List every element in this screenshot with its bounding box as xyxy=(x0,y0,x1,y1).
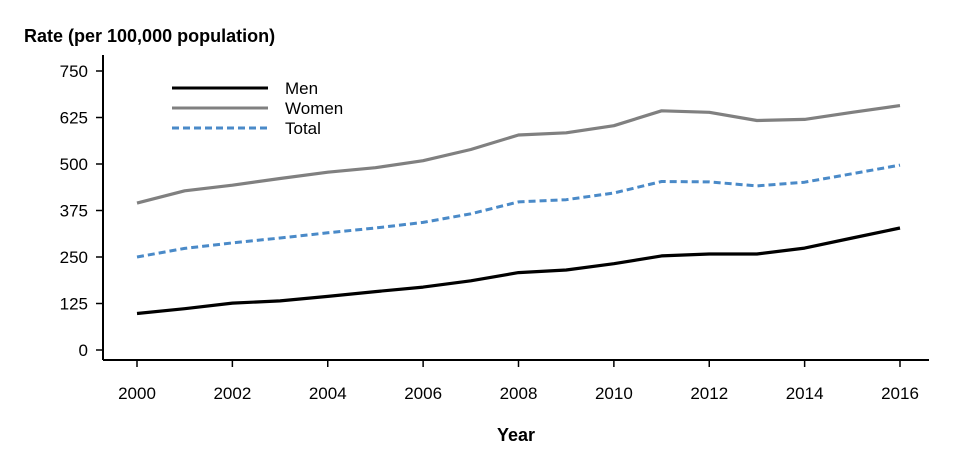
y-tick-label: 500 xyxy=(60,155,88,174)
x-tick-label: 2000 xyxy=(118,384,156,403)
x-axis-title: Year xyxy=(497,425,535,445)
legend-label-men: Men xyxy=(285,79,318,98)
x-tick-label: 2006 xyxy=(404,384,442,403)
y-tick-label: 750 xyxy=(60,62,88,81)
y-tick-label: 375 xyxy=(60,202,88,221)
legend-label-total: Total xyxy=(285,119,321,138)
series-line-total xyxy=(136,163,901,259)
x-tick-label: 2010 xyxy=(595,384,633,403)
y-tick-label: 625 xyxy=(60,109,88,128)
series-line-men xyxy=(136,226,901,316)
y-tick-label: 250 xyxy=(60,248,88,267)
y-axis-title: Rate (per 100,000 population) xyxy=(24,26,275,46)
x-tick-label: 2002 xyxy=(213,384,251,403)
axes: 0 125 250 375 500 625 750 2000 2002 2004 2006 2008 2… xyxy=(60,55,929,403)
x-tick-label: 2012 xyxy=(690,384,728,403)
x-tick-label: 2004 xyxy=(309,384,347,403)
x-tick-label: 2008 xyxy=(500,384,538,403)
legend-label-women: Women xyxy=(285,99,343,118)
x-tick-label: 2014 xyxy=(786,384,824,403)
y-tick-label: 0 xyxy=(79,341,88,360)
x-tick-label: 2016 xyxy=(881,384,919,403)
series-line-women xyxy=(136,104,901,205)
series-lines xyxy=(136,104,901,316)
y-tick-label: 125 xyxy=(60,295,88,314)
